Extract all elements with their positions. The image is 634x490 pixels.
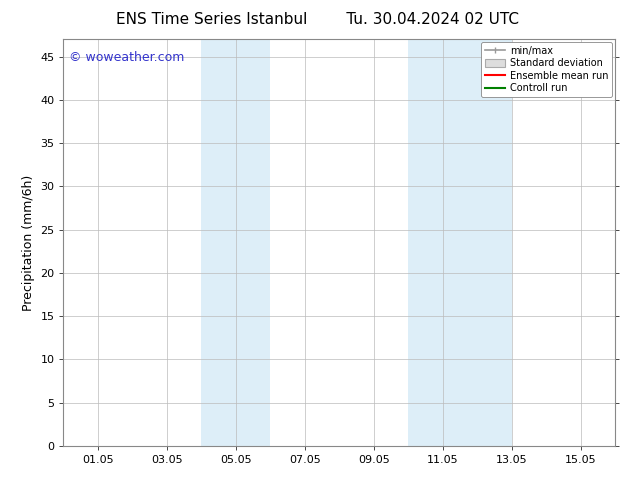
Text: ENS Time Series Istanbul        Tu. 30.04.2024 02 UTC: ENS Time Series Istanbul Tu. 30.04.2024 …: [115, 12, 519, 27]
Y-axis label: Precipitation (mm/6h): Precipitation (mm/6h): [22, 174, 35, 311]
Legend: min/max, Standard deviation, Ensemble mean run, Controll run: min/max, Standard deviation, Ensemble me…: [481, 42, 612, 97]
Bar: [202, 39, 270, 446]
Text: © woweather.com: © woweather.com: [69, 51, 184, 64]
Bar: [408, 39, 512, 446]
